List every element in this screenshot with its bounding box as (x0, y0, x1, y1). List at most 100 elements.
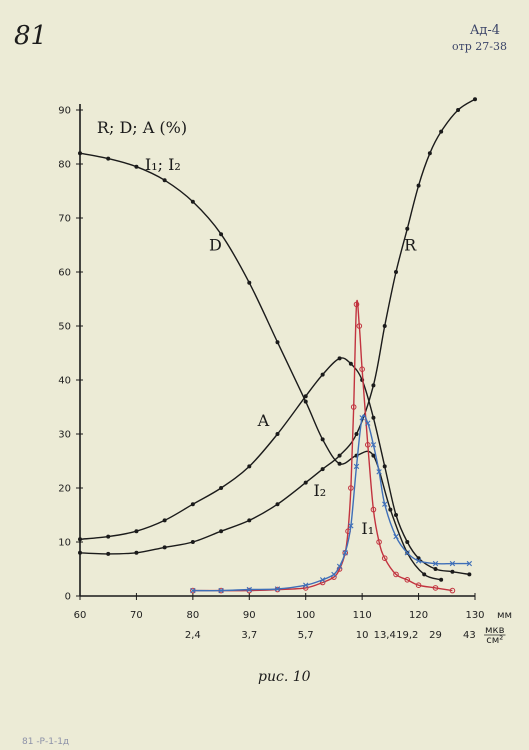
curve-label: I₂ (313, 481, 326, 500)
y-tick-label: 20 (58, 484, 71, 495)
series-a-point (162, 518, 167, 523)
x-tick-label: 120 (409, 610, 428, 621)
series-i-point (348, 485, 354, 491)
x-tick-label: 70 (130, 610, 143, 621)
series-r-point (427, 151, 432, 156)
series-i-point (246, 587, 253, 594)
series-d-point (303, 399, 308, 404)
figure-caption: рис. 10 (258, 669, 311, 685)
curve-label: I₁ (361, 519, 374, 538)
y-tick-label: 0 (65, 592, 71, 603)
series-i-point (432, 585, 439, 591)
series-d-point (320, 437, 325, 442)
series-i-point (342, 550, 348, 556)
secondary-tick-label: 5,7 (298, 630, 314, 641)
series-r-point (405, 226, 410, 231)
folio-number: 81 (14, 21, 47, 51)
series-i-point (365, 420, 371, 426)
series-i-point (336, 563, 343, 569)
series-r-point (275, 502, 280, 507)
y-tick-label: 60 (58, 268, 71, 279)
series-d-point (439, 577, 444, 582)
secondary-unit-numerator: мкв (485, 625, 505, 636)
series-i-point (370, 506, 377, 513)
series-d-point (190, 199, 195, 204)
series-a-point (382, 464, 387, 469)
series-a-point (134, 529, 139, 534)
series-r-point (394, 270, 398, 274)
series-i-point (246, 586, 252, 593)
y-tick-label: 50 (58, 322, 71, 333)
series-i-point (353, 463, 360, 470)
y-tick-label: 80 (58, 160, 71, 171)
series-i-point (359, 366, 365, 373)
series-i-point (218, 587, 224, 594)
series-i-point (331, 571, 337, 578)
series-r-point (354, 432, 359, 436)
series-i-point (359, 415, 365, 421)
y-tick-label: 70 (58, 214, 71, 225)
y-tick-label: 40 (58, 376, 71, 387)
x-tick-label: 130 (465, 610, 484, 621)
series-i-point (415, 582, 422, 589)
series-a-point (219, 486, 224, 490)
x-tick-label: 80 (186, 610, 199, 621)
series-a-point (303, 394, 308, 399)
series-i-point (350, 404, 357, 410)
series-i-point (356, 323, 363, 329)
curve-label: A (257, 411, 270, 430)
series-i-point (364, 442, 371, 448)
series-i-point (190, 587, 196, 594)
series-r-point (78, 550, 82, 555)
series-a-line (79, 357, 470, 576)
series-a-point (106, 534, 111, 539)
series-i-point (370, 442, 377, 448)
series-d-point (162, 178, 167, 183)
series-i-point (415, 558, 422, 564)
series-r-point (134, 550, 139, 555)
series-a-point (467, 572, 472, 577)
series-d-point (134, 164, 139, 169)
series-i-point (404, 577, 411, 583)
series-d-point (247, 280, 252, 285)
series-a-point (247, 464, 252, 469)
series-group (78, 97, 477, 594)
corner-code-2: отр 27-38 (452, 40, 507, 53)
series-r-point (162, 545, 167, 550)
series-d-point (219, 232, 224, 237)
series-d-point (78, 151, 82, 156)
series-d-point (106, 156, 111, 161)
series-d-point (388, 507, 393, 512)
corner-code-1: Aд-4 (469, 23, 500, 38)
series-a-point (348, 361, 353, 366)
chart-subtitle: I₁; I₂ (145, 155, 181, 174)
series-i-point (404, 550, 410, 556)
series-i-point (274, 586, 281, 592)
curve-label: D (209, 235, 222, 254)
series-i-point (376, 539, 382, 545)
series-i-point (393, 533, 399, 540)
series-a-point (405, 540, 410, 544)
y-tick-label: 90 (58, 106, 71, 117)
secondary-tick-label: 29 (429, 630, 442, 641)
secondary-tick-label: 13,4 (374, 630, 396, 641)
series-i-point (382, 501, 388, 507)
series-r-point (219, 529, 224, 534)
series-a-point (371, 415, 376, 420)
series-d-point (275, 340, 280, 345)
series-a-point (433, 567, 438, 571)
secondary-tick-label: 19,2 (396, 630, 418, 641)
y-tick-label: 10 (58, 538, 71, 549)
x-tick-label: 110 (353, 610, 372, 621)
secondary-tick-label: 43 (463, 630, 476, 641)
series-i-point (353, 301, 360, 308)
x-tick-label: 90 (243, 610, 256, 621)
series-i-point (432, 560, 439, 567)
chart-labels: R; D; A (%) I₁; I₂ D R A I₂ I₁ (97, 118, 417, 538)
series-i-point (381, 555, 388, 562)
series-r-point (456, 108, 461, 112)
series-i-point (303, 582, 309, 588)
x-unit-label: мм (497, 610, 512, 621)
